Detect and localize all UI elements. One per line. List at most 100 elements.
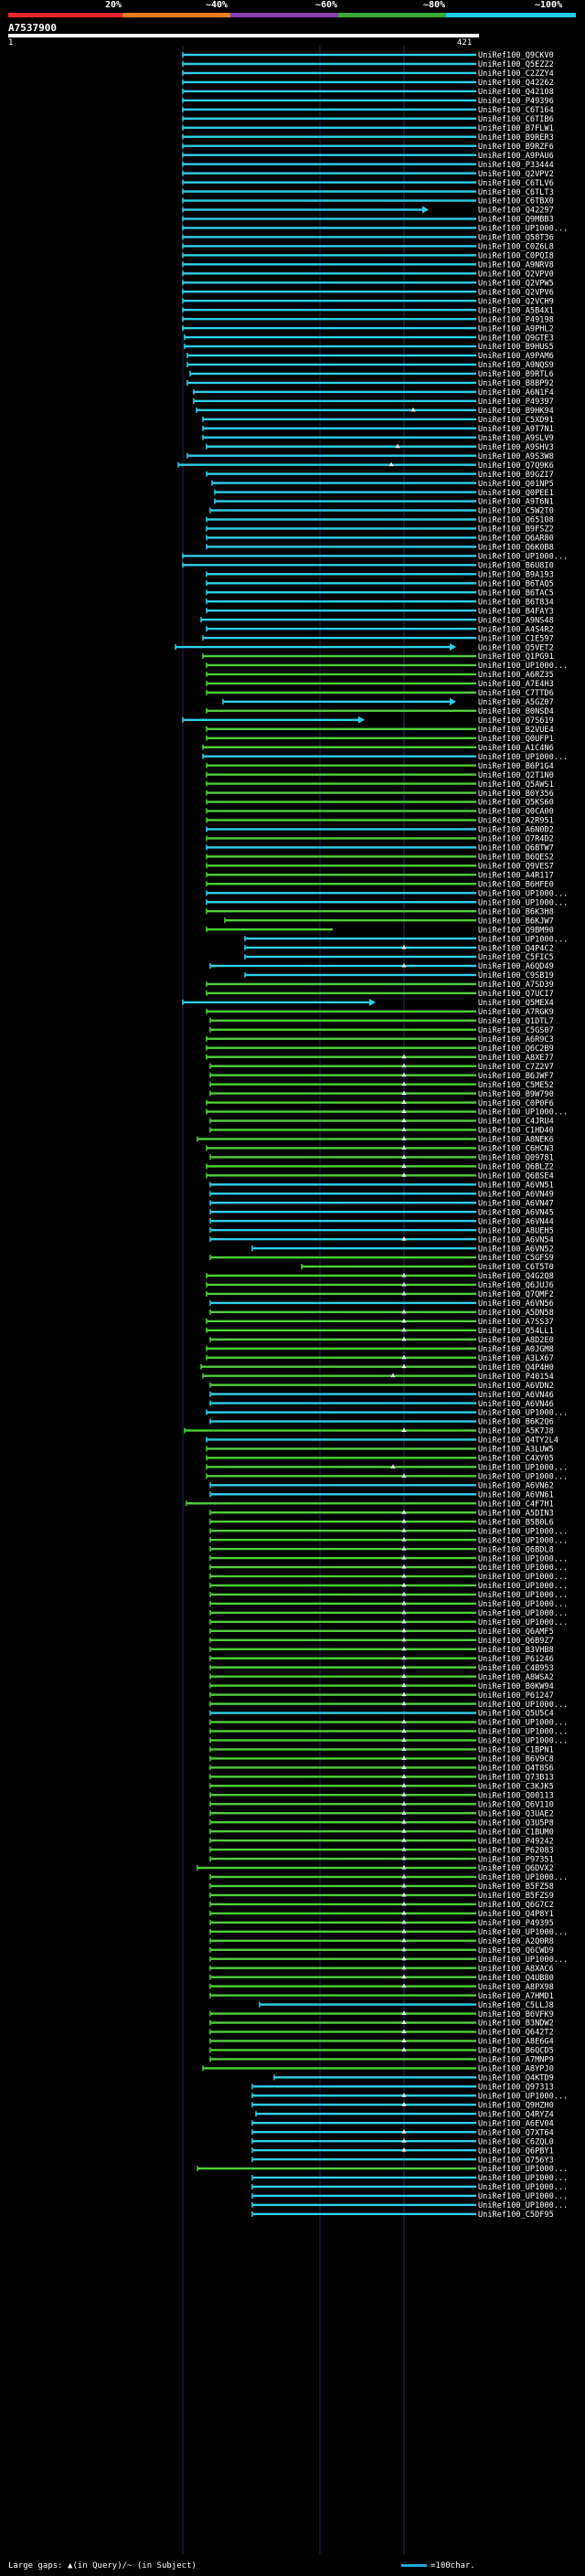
hit-bar[interactable] [210,1183,476,1186]
hit-row[interactable]: UniRef100_Q6BDL8 [209,1545,554,1554]
hit-bar[interactable] [183,199,476,202]
hit-bar[interactable] [187,381,476,385]
hit-row[interactable]: UniRef100_Q5VET2 [175,643,554,652]
hit-row[interactable]: UniRef100_Q9HZH0 [251,2101,554,2110]
hit-label[interactable]: UniRef100_C6T164 [478,106,554,115]
hit-label[interactable]: UniRef100_B6VFK9 [478,2010,554,2019]
hit-label[interactable]: UniRef100_C4B953 [478,1664,554,1673]
hit-label[interactable]: UniRef100_C6TLV6 [478,179,554,188]
hit-row[interactable]: UniRef100_P61247 [209,1691,554,1701]
hit-row[interactable]: UniRef100_Q6DVX2 [197,1864,554,1873]
hit-label[interactable]: UniRef100_C5DF95 [478,2210,554,2220]
hit-row[interactable]: UniRef100_Q0UFP1 [206,735,554,744]
hit-bar[interactable] [210,1948,476,1951]
hit-row[interactable]: UniRef100_C4XY05 [206,1455,554,1464]
hit-row[interactable]: UniRef100_C9SB19 [244,971,554,981]
hit-label[interactable]: UniRef100_A6N1F4 [478,388,554,398]
hit-row[interactable]: UniRef100_C6ZQL0 [251,2137,554,2147]
hit-label[interactable]: UniRef100_A5GZ07 [478,698,554,707]
hit-bar[interactable] [210,1912,476,1915]
hit-row[interactable]: UniRef100_Q6PBY1 [251,2147,554,2156]
hit-bar[interactable] [210,1794,476,1797]
hit-label[interactable]: UniRef100_Q97313 [478,2083,554,2093]
hit-row[interactable]: UniRef100_C5W2T0 [209,507,554,516]
hit-label[interactable]: UniRef100_A9T7N1 [478,425,554,434]
hit-label[interactable]: UniRef100_B6JWF7 [478,1072,554,1081]
hit-row[interactable]: UniRef100_A9T6N1 [214,498,554,507]
hit-row[interactable]: UniRef100_A6VN52 [251,1245,554,1254]
hit-row[interactable]: UniRef100_P49396 [182,97,554,106]
hit-row[interactable]: UniRef100_B6TAC5 [206,588,554,598]
hit-label[interactable]: UniRef100_A6VN54 [478,1235,554,1245]
hit-label[interactable]: UniRef100_Q5EZZ2 [478,60,554,69]
hit-label[interactable]: UniRef100_C5LLJ8 [478,2001,554,2010]
hit-label[interactable]: UniRef100_Q4T8S6 [478,1765,554,1774]
hit-bar[interactable] [183,80,476,84]
hit-label[interactable]: UniRef100_Q5KS60 [478,799,554,808]
hit-row[interactable]: UniRef100_A9S3W8 [186,452,554,461]
hit-bar[interactable] [203,436,476,439]
hit-bar[interactable] [207,673,476,676]
hit-label[interactable]: UniRef100_UP1000... [478,1554,568,1564]
hit-row[interactable]: UniRef100_UP1000... [209,1564,568,1573]
hit-label[interactable]: UniRef100_UP1000... [478,1536,568,1545]
hit-label[interactable]: UniRef100_Q9HZH0 [478,2101,554,2110]
hit-row[interactable]: UniRef100_Q4T8S6 [209,1765,554,1774]
hit-bar[interactable] [210,1939,476,1942]
hit-row[interactable]: UniRef100_UP1000... [209,1554,568,1564]
hit-bar[interactable] [207,582,476,585]
hit-label[interactable]: UniRef100_A9NRV8 [478,261,554,270]
hit-label[interactable]: UniRef100_Q2VPW5 [478,279,554,288]
hit-label[interactable]: UniRef100_Q4KTD9 [478,2074,554,2083]
hit-label[interactable]: UniRef100_A8NEK6 [478,1136,554,1145]
hit-label[interactable]: UniRef100_A6R9C3 [478,1035,554,1044]
hit-bar[interactable] [183,227,476,229]
hit-label[interactable]: UniRef100_A6VN51 [478,1181,554,1190]
hit-label[interactable]: UniRef100_Q4P4C2 [478,944,554,953]
hit-label[interactable]: UniRef100_A4S4R2 [478,625,554,634]
hit-label[interactable]: UniRef100_C5GS07 [478,1026,554,1035]
hit-bar[interactable] [207,1055,476,1058]
hit-bar[interactable] [245,973,476,977]
hit-bar[interactable] [207,1457,476,1459]
hit-bar[interactable] [210,1584,476,1587]
hit-row[interactable]: UniRef100_UP1000... [251,2201,568,2210]
hit-label[interactable]: UniRef100_B3VHB8 [478,1646,554,1655]
hit-label[interactable]: UniRef100_A7E4H3 [478,680,554,689]
hit-label[interactable]: UniRef100_Q9GTE3 [478,334,554,343]
hit-label[interactable]: UniRef100_B6K3H8 [478,907,554,917]
hit-bar[interactable] [207,810,476,812]
hit-row[interactable]: UniRef100_B8BP92 [186,379,554,388]
hit-label[interactable]: UniRef100_B6TAC5 [478,588,554,598]
hit-bar[interactable] [207,536,476,539]
hit-bar[interactable] [252,2139,476,2143]
hit-bar[interactable] [210,2058,476,2061]
hit-bar[interactable] [210,2021,476,2024]
hit-bar[interactable] [210,1803,476,1806]
hit-row[interactable]: UniRef100_A7SD39 [206,981,554,990]
hit-label[interactable]: UniRef100_UP1000... [478,1737,568,1746]
hit-row[interactable]: UniRef100_Q2VPV6 [182,288,554,297]
hit-bar[interactable] [185,1429,476,1432]
hit-bar[interactable] [207,591,476,594]
hit-row[interactable]: UniRef100_A6VN47 [209,1199,554,1208]
hit-label[interactable]: UniRef100_B6HFE0 [478,880,554,889]
hit-label[interactable]: UniRef100_A9PAU6 [478,152,554,161]
hit-row[interactable]: UniRef100_Q42262 [182,79,554,88]
hit-row[interactable]: UniRef100_B6V9C8 [209,1755,554,1765]
hit-label[interactable]: UniRef100_UP1000... [478,1956,568,1965]
hit-bar[interactable] [207,1174,476,1177]
hit-row[interactable]: UniRef100_C6HCN3 [206,1145,554,1154]
hit-bar[interactable] [207,864,476,867]
hit-row[interactable]: UniRef100_Q1DTL7 [209,1017,554,1026]
hit-label[interactable]: UniRef100_Q1DTL7 [478,1017,554,1026]
hit-bar[interactable] [207,855,476,858]
hit-row[interactable]: UniRef100_B6QES2 [206,853,554,863]
hit-label[interactable]: UniRef100_B6P1G4 [478,762,554,771]
hit-row[interactable]: UniRef100_A2Q0R8 [209,1937,554,1946]
hit-row[interactable]: UniRef100_P97351 [209,1855,554,1864]
hit-row[interactable]: UniRef100_UP1000... [209,1582,568,1591]
hit-bar[interactable] [207,800,476,803]
hit-row[interactable]: UniRef100_B3VHB8 [209,1646,554,1655]
hit-label[interactable]: UniRef100_C6TLT3 [478,188,554,197]
